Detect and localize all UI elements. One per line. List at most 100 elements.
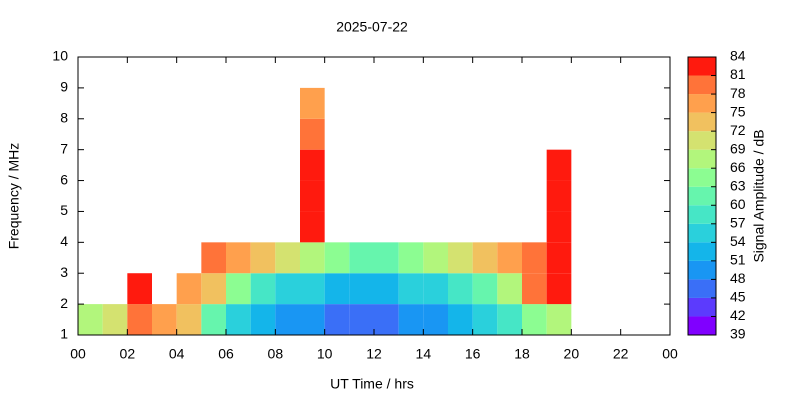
heat-cell: [374, 304, 399, 335]
colorbar-tick-label: 57: [730, 215, 746, 231]
heat-cell: [176, 273, 202, 305]
heat-cell: [300, 273, 325, 305]
colorbar-step: [688, 149, 716, 169]
heat-cell: [349, 242, 374, 274]
colorbar-step: [688, 186, 716, 206]
heat-cell: [275, 304, 300, 335]
y-tick-label: 8: [60, 109, 68, 125]
colorbar-tick-label: 72: [730, 122, 746, 138]
colorbar-frame: [687, 56, 717, 336]
heat-cell: [423, 242, 448, 274]
heat-cell: [201, 242, 226, 274]
x-tick-label: 00: [70, 346, 86, 362]
colorbar-tick-label: 42: [730, 307, 746, 323]
x-axis-label: UT Time / hrs: [330, 376, 414, 392]
heat-cell: [374, 273, 399, 305]
heat-cell: [201, 273, 226, 305]
colorbar-step: [688, 260, 716, 280]
heat-cell: [250, 242, 276, 274]
heat-cell: [472, 273, 498, 305]
colorbar-step: [688, 131, 716, 150]
heat-cell: [275, 242, 300, 274]
heat-cell: [127, 273, 152, 305]
heat-cell: [448, 304, 473, 335]
colorbar-tick-label: 39: [730, 326, 746, 342]
colorbar-step: [688, 242, 716, 261]
colorbar-tick-label: 54: [730, 233, 746, 249]
heat-cell: [374, 242, 399, 274]
colorbar-step: [688, 94, 716, 113]
heat-cell: [472, 242, 498, 274]
heat-cell: [546, 304, 572, 335]
colorbar-tick-label: 66: [730, 159, 746, 175]
x-tick-label: 08: [268, 346, 284, 362]
y-tick-label: 7: [60, 140, 68, 156]
y-axis-label: Frequency / MHz: [6, 143, 22, 250]
x-tick-label: 18: [514, 346, 530, 362]
heat-cell: [300, 118, 325, 150]
y-tick-label: 6: [60, 171, 68, 187]
heat-cell: [423, 273, 448, 305]
heat-cell: [201, 304, 226, 335]
heat-cell: [448, 242, 473, 274]
heat-cell: [300, 304, 325, 335]
x-tick-label: 12: [366, 346, 382, 362]
y-tick-label: 2: [60, 295, 68, 311]
heat-cell: [300, 87, 325, 119]
heat-cell: [152, 304, 177, 335]
heat-cell: [448, 273, 473, 305]
y-tick-label: 1: [60, 326, 68, 342]
heat-cell: [324, 304, 350, 335]
heat-cell: [102, 304, 128, 335]
heat-cell: [497, 242, 522, 274]
heat-cell: [546, 211, 572, 243]
colorbar-step: [688, 316, 716, 335]
colorbar-step: [688, 279, 716, 298]
x-tick-label: 00: [662, 346, 678, 362]
colorbar-tick-label: 81: [730, 66, 746, 82]
heat-cell: [127, 304, 152, 335]
colorbar-step: [688, 168, 716, 187]
colorbar-tick-label: 84: [730, 48, 746, 64]
x-tick-label: 02: [120, 346, 136, 362]
colorbar-label: Signal Amplitude / dB: [751, 129, 767, 262]
heat-cell: [226, 304, 251, 335]
colorbar-step: [688, 57, 716, 76]
heat-cell: [226, 273, 251, 305]
heat-cell: [226, 242, 251, 274]
heat-cell: [300, 242, 325, 274]
heat-cell: [497, 304, 522, 335]
colorbar-step: [688, 112, 716, 132]
heat-cell: [300, 211, 325, 243]
heat-cell: [275, 273, 300, 305]
colorbar-step: [688, 205, 716, 224]
y-tick-label: 10: [52, 48, 68, 64]
heat-cell: [497, 273, 522, 305]
heat-cell: [398, 242, 424, 274]
colorbar-tick-label: 60: [730, 196, 746, 212]
x-tick-label: 14: [416, 346, 432, 362]
x-tick-label: 22: [613, 346, 629, 362]
heat-cell: [546, 273, 572, 305]
colorbar-step: [688, 297, 716, 317]
heat-cell: [324, 242, 350, 274]
colorbar-tick-label: 75: [730, 103, 746, 119]
colorbar-tick-label: 78: [730, 85, 746, 101]
heat-cell: [522, 304, 547, 335]
heat-cell: [250, 273, 276, 305]
heat-cell: [324, 273, 350, 305]
heat-cell: [423, 304, 448, 335]
heat-cell: [349, 304, 374, 335]
x-tick-label: 06: [218, 346, 234, 362]
heat-cell: [250, 304, 276, 335]
heat-cell: [522, 273, 547, 305]
x-tick-label: 20: [564, 346, 580, 362]
colorbar-tick-label: 63: [730, 177, 746, 193]
x-tick-label: 16: [465, 346, 481, 362]
y-tick-label: 3: [60, 264, 68, 280]
heat-cell: [522, 242, 547, 274]
heat-cell: [78, 304, 103, 335]
colorbar-tick-label: 69: [730, 140, 746, 156]
heat-cell: [546, 149, 572, 181]
